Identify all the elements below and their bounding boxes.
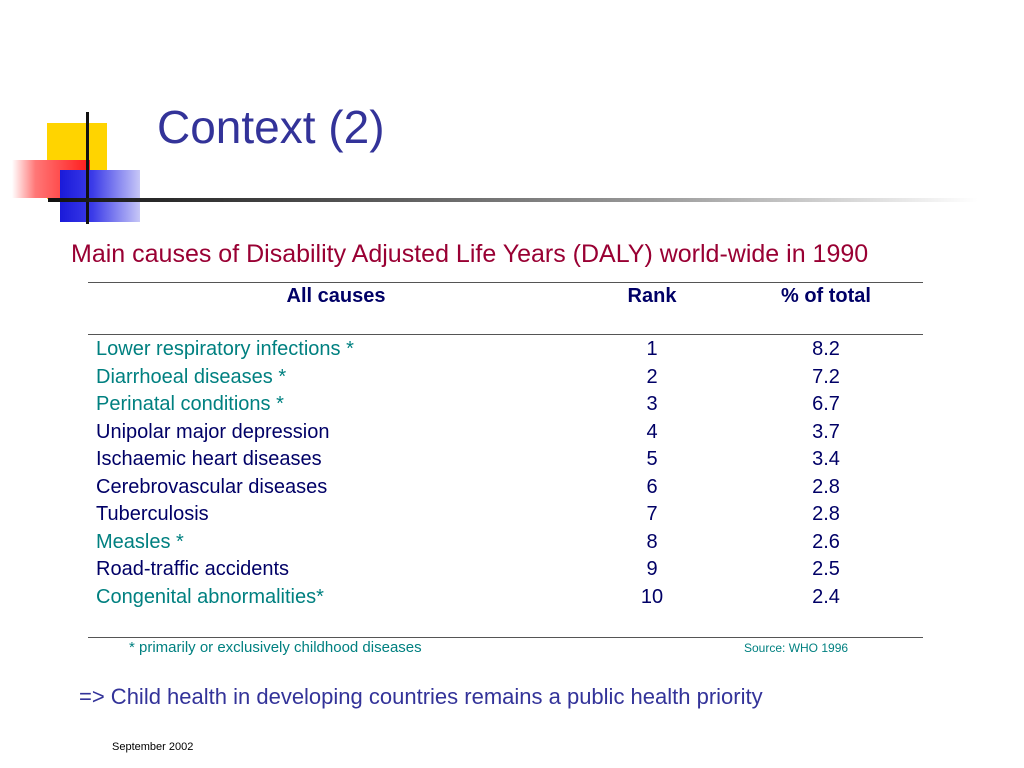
column-header-pct: % of total [781,285,871,307]
cause-cell: Diarrhoeal diseases * [96,365,287,388]
slide-title: Context (2) [157,101,385,153]
table-row: Unipolar major depression 4 3.7 [96,421,916,448]
table-row: Cerebrovascular diseases 6 2.8 [96,476,916,503]
slide-decoration [0,0,150,230]
table-header-border [88,334,923,335]
rank-cell: 8 [646,530,658,553]
column-header-cause: All causes [286,285,386,307]
title-underline [48,198,978,202]
table-bottom-border [88,637,923,638]
cause-cell: Perinatal conditions * [96,393,284,415]
pct-cell: 8.2 [812,338,840,360]
pct-cell: 3.4 [812,448,840,470]
column-header-rank: Rank [627,285,677,307]
rank-cell: 2 [646,365,658,388]
table-row: Diarrhoeal diseases * 2 7.2 [96,366,916,393]
cause-cell: Road-traffic accidents [96,558,290,580]
footnote: * primarily or exclusively childhood dis… [129,639,422,656]
table-row: Congenital abnormalities* 10 2.4 [96,586,916,613]
cause-cell: Tuberculosis [96,503,209,525]
conclusion-text: => Child health in developing countries … [79,684,763,709]
pct-cell: 2.8 [812,503,840,525]
vertical-line-decoration [86,112,89,224]
table-top-border [88,282,923,283]
cause-cell: Congenital abnormalities* [96,585,324,608]
rank-cell: 1 [646,338,658,360]
rank-cell: 10 [640,585,664,608]
table-row: Perinatal conditions * 3 6.7 [96,393,916,420]
cause-cell: Measles * [96,530,184,553]
pct-cell: 2.5 [812,558,840,580]
cause-cell: Cerebrovascular diseases [96,475,328,498]
blue-square-decoration [60,170,140,222]
rank-cell: 6 [646,475,658,498]
table-row: Ischaemic heart diseases 5 3.4 [96,448,916,475]
rank-cell: 3 [646,393,658,415]
pct-cell: 2.4 [812,585,840,608]
pct-cell: 7.2 [812,365,840,388]
table-row: Road-traffic accidents 9 2.5 [96,558,916,585]
pct-cell: 2.6 [812,530,840,553]
table-row: Measles * 8 2.6 [96,531,916,558]
pct-cell: 2.8 [812,475,840,498]
table-row: Tuberculosis 7 2.8 [96,503,916,530]
table-row: Lower respiratory infections * 1 8.2 [96,338,916,365]
rank-cell: 5 [646,448,658,470]
cause-cell: Lower respiratory infections * [96,338,354,360]
rank-cell: 4 [646,420,658,443]
pct-cell: 3.7 [812,420,840,443]
slide-subtitle: Main causes of Disability Adjusted Life … [71,240,869,268]
cause-cell: Ischaemic heart diseases [96,448,322,470]
rank-cell: 9 [646,558,658,580]
pct-cell: 6.7 [812,393,840,415]
rank-cell: 7 [646,503,658,525]
source-citation: Source: WHO 1996 [744,641,849,655]
slide-date: September 2002 [112,741,194,753]
cause-cell: Unipolar major depression [96,420,330,443]
